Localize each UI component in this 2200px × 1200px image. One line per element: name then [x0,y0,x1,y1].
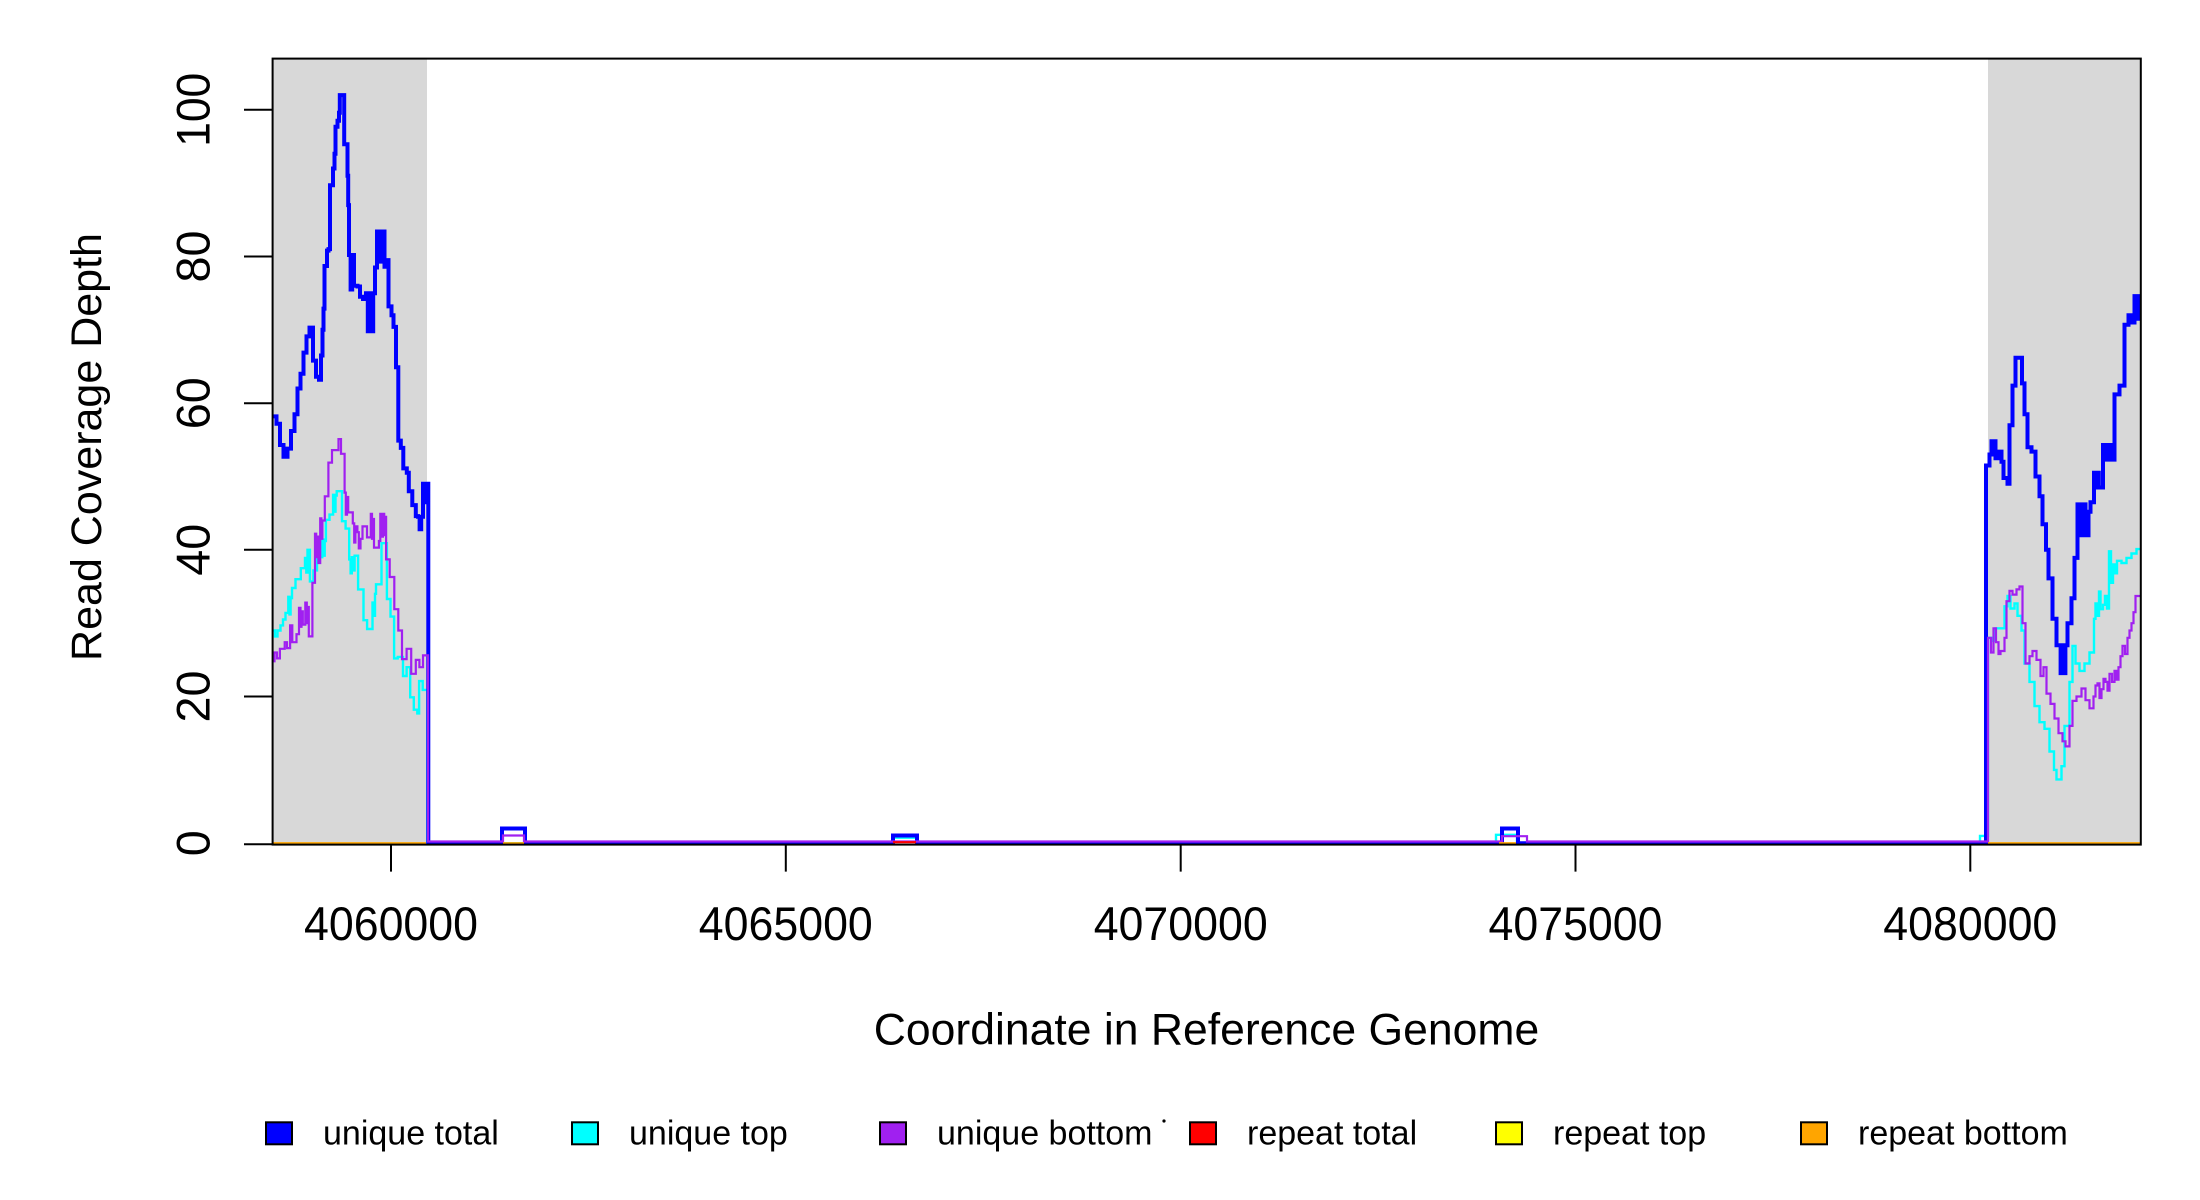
svg-text:4080000: 4080000 [1883,897,2057,950]
svg-text:Coordinate in Reference Genome: Coordinate in Reference Genome [874,1006,1539,1055]
svg-text:repeat bottom: repeat bottom [1858,1115,2068,1153]
svg-text:4070000: 4070000 [1094,897,1268,950]
svg-text:4065000: 4065000 [699,897,873,950]
svg-text:unique bottom: unique bottom [937,1115,1153,1153]
svg-text:60: 60 [167,377,220,429]
svg-text:100: 100 [167,73,220,147]
svg-text:40: 40 [167,524,220,576]
svg-text:20: 20 [167,671,220,723]
svg-text:repeat top: repeat top [1553,1115,1706,1153]
svg-text:0: 0 [167,830,220,856]
svg-text:4075000: 4075000 [1489,897,1663,950]
svg-text:unique top: unique top [629,1115,788,1153]
svg-text:4060000: 4060000 [304,897,478,950]
svg-text:unique total: unique total [323,1115,499,1153]
svg-text:repeat total: repeat total [1247,1115,1417,1153]
svg-text:80: 80 [167,231,220,283]
svg-text:Read Coverage Depth: Read Coverage Depth [63,233,111,661]
